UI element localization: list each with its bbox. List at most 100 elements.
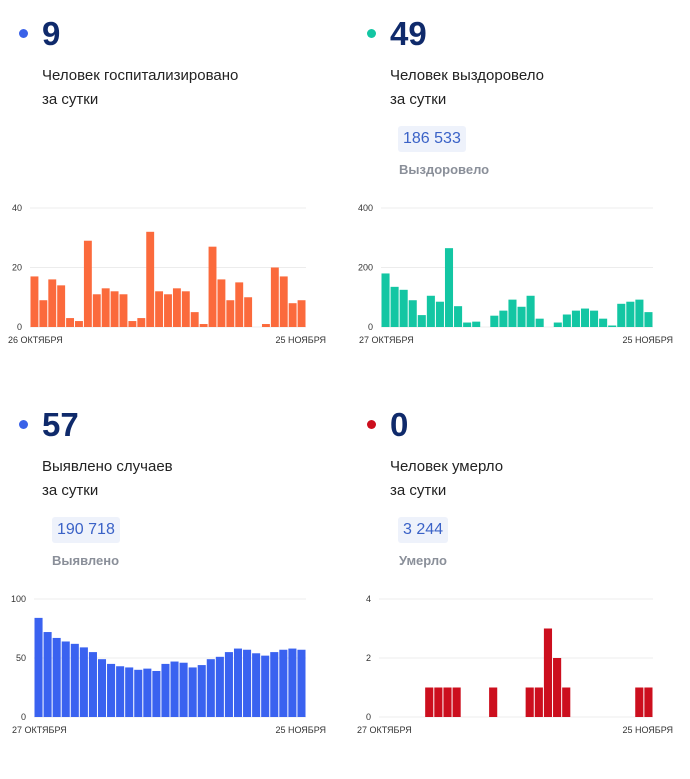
dot-icon [367, 420, 376, 429]
bar [535, 318, 544, 327]
bar [190, 312, 199, 327]
bar [206, 659, 215, 717]
bar [43, 632, 52, 717]
panel-detected: 57 Выявлено случаев за сутки 190 718 Выя… [0, 390, 330, 770]
x-end-label: 25 НОЯБРЯ [275, 335, 326, 345]
chart-detected: 0 50 100 27 ОКТЯБРЯ 25 НОЯБРЯ [11, 594, 326, 735]
bar [381, 273, 390, 327]
bar [279, 649, 288, 717]
x-end-label: 25 НОЯБРЯ [622, 725, 673, 735]
bar [79, 647, 88, 717]
bar [408, 300, 417, 327]
total-label: Умерло [399, 553, 447, 568]
bar [599, 318, 608, 327]
bar [188, 667, 197, 717]
bar [635, 687, 644, 717]
bar [608, 325, 617, 327]
y-tick-label: 4 [366, 594, 371, 604]
bar [443, 687, 452, 717]
description-line: за сутки [390, 91, 447, 108]
y-tick-label: 40 [12, 203, 22, 213]
bar [143, 668, 152, 717]
bar [452, 687, 461, 717]
description-line: Человек умерло [390, 458, 504, 475]
total-value: 3 244 [398, 517, 449, 543]
bar [562, 314, 571, 327]
bar [39, 300, 48, 327]
y-tick-label: 0 [21, 712, 26, 722]
bar [434, 687, 443, 717]
bar [454, 306, 463, 327]
bar [137, 318, 146, 327]
bar [57, 285, 66, 327]
bar [235, 282, 244, 327]
bar [30, 276, 39, 327]
bar [426, 295, 435, 327]
count-value: 49 [390, 15, 427, 52]
chart-recovered: 0 200 400 27 ОКТЯБРЯ 25 НОЯБРЯ [358, 203, 673, 345]
bar [107, 663, 116, 717]
chart-hospitalized: 0 20 40 26 ОКТЯБРЯ 25 НОЯБРЯ [8, 203, 326, 345]
bar [155, 291, 164, 327]
bar [270, 267, 279, 327]
bar [288, 303, 297, 327]
bar [279, 276, 288, 327]
bar [146, 231, 155, 327]
bar [243, 649, 252, 717]
bar [644, 687, 653, 717]
x-start-label: 27 ОКТЯБРЯ [12, 725, 67, 735]
bar [52, 637, 61, 717]
count-value: 0 [390, 406, 409, 443]
bar [75, 321, 83, 327]
chart-died: 0 2 4 27 ОКТЯБРЯ 25 НОЯБРЯ [357, 594, 673, 735]
bar [66, 318, 75, 327]
bar [34, 617, 43, 717]
bar [390, 286, 399, 327]
bar [425, 687, 434, 717]
panel-hospitalized: 9 Человек госпитализировано за сутки [0, 0, 330, 380]
bar [571, 310, 580, 327]
bar [525, 687, 534, 717]
y-tick-label: 20 [12, 263, 22, 273]
bar [580, 308, 590, 327]
bar [562, 687, 571, 717]
bar [252, 653, 261, 717]
bar [399, 289, 408, 327]
bar [490, 315, 499, 327]
bar [553, 658, 562, 717]
description-line: Выявлено случаев [42, 458, 173, 475]
bar [170, 661, 179, 717]
bar [417, 315, 426, 327]
bar [590, 310, 599, 327]
bar [152, 670, 161, 717]
dot-icon [19, 29, 28, 38]
bar [172, 288, 181, 327]
total-value: 186 533 [398, 126, 466, 152]
description-line: за сутки [42, 91, 99, 108]
bar [215, 656, 224, 717]
count-description: Человек выздоровело за сутки [390, 64, 650, 112]
bar [526, 295, 535, 327]
bar [179, 662, 188, 717]
x-start-label: 26 ОКТЯБРЯ [8, 335, 63, 345]
bar [110, 291, 119, 327]
y-tick-label: 0 [17, 322, 22, 332]
total-value: 190 718 [52, 517, 120, 543]
count-value: 57 [42, 406, 79, 443]
bar [297, 649, 306, 717]
bar [444, 248, 454, 327]
bar [517, 306, 526, 327]
count-description: Человек умерло за сутки [390, 455, 650, 503]
panel-recovered: 49 Человек выздоровело за сутки 186 533 … [345, 0, 675, 380]
panel-died: 0 Человек умерло за сутки 3 244 Умерло [345, 390, 675, 770]
bar [626, 301, 635, 327]
bar [197, 665, 206, 717]
bar [635, 299, 644, 327]
bar [134, 669, 143, 717]
bar [499, 310, 508, 327]
bar [543, 628, 553, 717]
bar [128, 321, 137, 327]
y-tick-label: 100 [11, 594, 26, 604]
bar [92, 294, 101, 327]
bar [270, 652, 279, 717]
